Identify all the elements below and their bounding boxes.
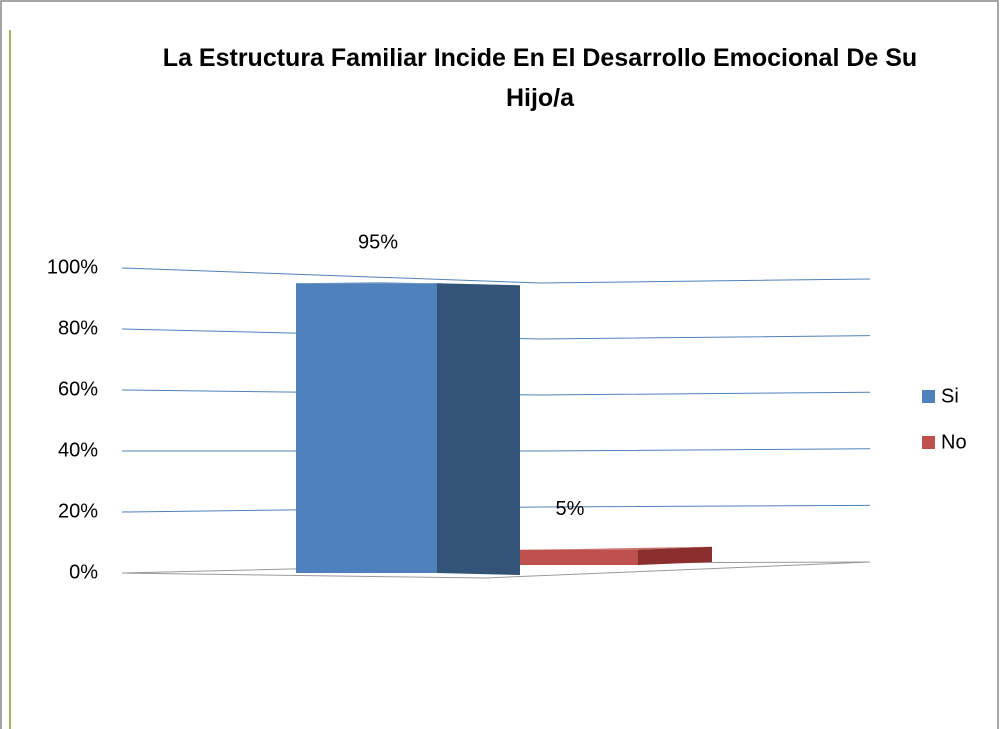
legend-swatch bbox=[922, 390, 935, 403]
y-tick-label: 0% bbox=[69, 561, 98, 583]
y-tick-label: 100% bbox=[47, 256, 98, 278]
legend-label: No bbox=[941, 431, 967, 453]
floor-line bbox=[121, 561, 871, 579]
grid-line bbox=[121, 267, 871, 284]
bar-side bbox=[437, 283, 520, 575]
bar-top bbox=[296, 282, 520, 286]
bar-side bbox=[638, 546, 712, 565]
data-label: 95% bbox=[358, 232, 398, 254]
data-label: 5% bbox=[556, 498, 585, 520]
y-tick-label: 80% bbox=[58, 317, 98, 339]
bar-top bbox=[520, 546, 712, 550]
legend-label: Si bbox=[941, 385, 959, 407]
chart-title: La Estructura Familiar Incide En El Desa… bbox=[162, 44, 918, 112]
grid-line bbox=[122, 448, 871, 452]
bar bbox=[296, 283, 437, 573]
y-tick-label: 60% bbox=[58, 378, 98, 400]
y-tick-label: 40% bbox=[58, 439, 98, 461]
grid-line bbox=[121, 389, 871, 396]
y-tick-label: 20% bbox=[58, 500, 98, 522]
bar bbox=[520, 549, 638, 565]
legend-swatch bbox=[922, 436, 935, 449]
grid-line bbox=[121, 328, 871, 340]
grid-line bbox=[121, 504, 871, 513]
